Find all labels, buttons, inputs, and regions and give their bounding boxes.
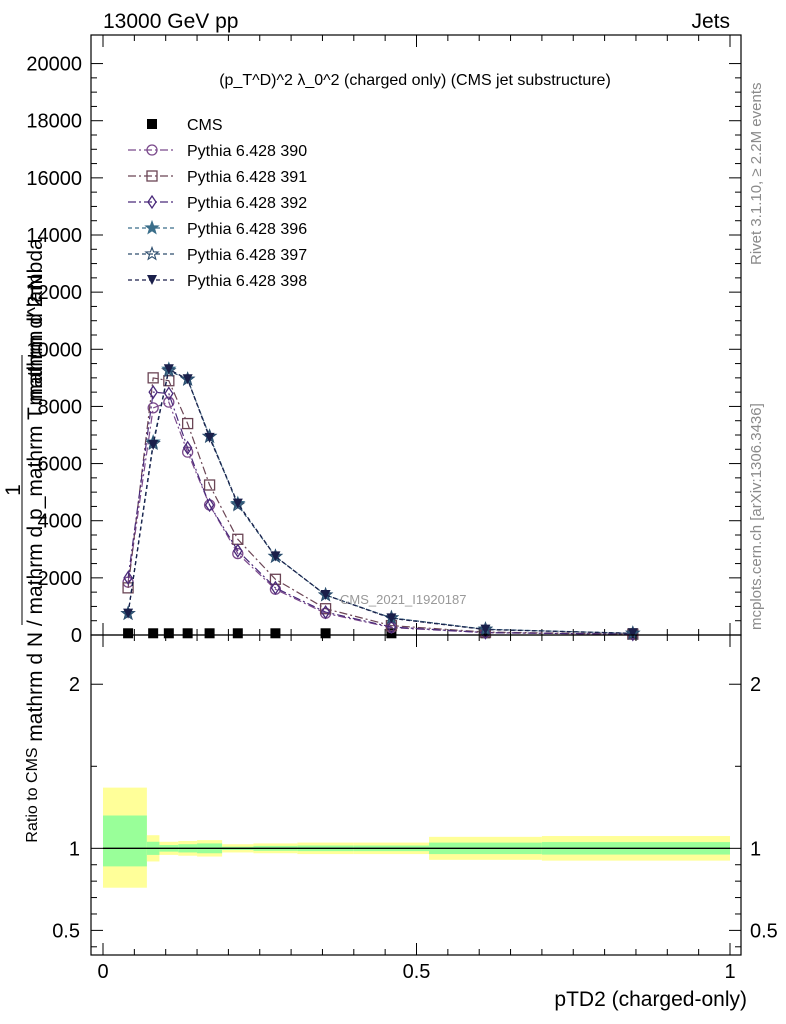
data-point: [123, 608, 134, 619]
data-point: [181, 417, 194, 430]
main-series-group: [120, 361, 641, 642]
data-point: [204, 497, 215, 513]
data-point: [163, 364, 174, 375]
data-point: [163, 375, 175, 387]
data-point: [270, 551, 281, 562]
data-point: [147, 402, 159, 414]
data-point: [233, 543, 243, 558]
ratio-y-tick-label: 2: [69, 674, 80, 696]
data-point: [144, 219, 160, 235]
series-pythia-6-428-392: [123, 384, 638, 642]
data-point: [163, 396, 175, 408]
x-tick-label: 1: [724, 961, 735, 983]
data-point: [232, 547, 244, 560]
data-point: [203, 479, 216, 491]
data-point: [123, 628, 134, 639]
data-point: [320, 590, 331, 600]
y-tick-label: 14000: [26, 225, 82, 247]
series-line: [127, 368, 633, 634]
data-point: [386, 613, 397, 624]
data-point: [232, 628, 243, 639]
data-point: [146, 144, 158, 156]
rivet-label: Rivet 3.1.10, ≥ 2.2M events: [748, 83, 765, 266]
main-title: (p_T^D)^2 λ_0^2 (charged only) (CMS jet …: [219, 72, 611, 89]
data-point: [148, 384, 158, 400]
ratio-plot-frame: [90, 634, 742, 956]
data-point: [269, 573, 282, 585]
ratio-y-tick-label: 1: [69, 838, 80, 860]
uncertainty-band-inner: [103, 815, 147, 867]
data-point: [320, 628, 331, 639]
legend-label: Pythia 6.428 391: [187, 169, 307, 186]
data-point: [148, 440, 159, 450]
data-point: [182, 628, 193, 639]
data-point: [270, 628, 281, 639]
legend-label: Pythia 6.428 390: [187, 143, 307, 160]
data-point: [320, 604, 331, 620]
data-point: [386, 619, 397, 635]
y-axis-label-top: mathrm d^2 N: [24, 274, 47, 405]
data-point: [148, 628, 159, 639]
data-point: [232, 498, 243, 509]
header-left: 13000 GeV pp: [103, 10, 238, 33]
y-tick-label: 16000: [26, 168, 82, 190]
series-line: [127, 391, 633, 635]
legend-label: Pythia 6.428 398: [187, 273, 307, 290]
data-point: [204, 628, 215, 639]
y-tick-label: 0: [71, 625, 82, 647]
ratio-y-tick-label: 0.5: [52, 920, 80, 942]
legend-label: Pythia 6.428 392: [187, 195, 307, 212]
ratio-bands: [103, 787, 730, 888]
ratio-axis-ticks: 0.5 0.5 1 1 2 2 0 0.5 1: [52, 635, 778, 983]
x-tick-label: 0.5: [403, 961, 431, 983]
y-tick-label: 10000: [26, 339, 82, 361]
data-point: [270, 580, 281, 596]
data-point: [204, 432, 215, 443]
data-point: [147, 194, 157, 210]
y-tick-label: 6000: [38, 454, 83, 476]
main-plot-panel: 0 2000 4000 6000 8000 10000 12000 14000 16000 180…: [2, 34, 742, 742]
ratio-y-tick-label-right: 0.5: [750, 920, 778, 942]
legend-label: Pythia 6.428 396: [187, 221, 307, 238]
y-tick-label: 20000: [26, 54, 82, 76]
legend-label: CMS: [187, 117, 223, 134]
data-point: [123, 570, 133, 586]
series-line: [127, 377, 633, 635]
data-point: [182, 440, 193, 456]
header-right: Jets: [691, 10, 730, 33]
ratio-y-tick-label-right: 2: [750, 674, 761, 696]
series-pythia-6-428-398: [123, 364, 638, 639]
x-axis-label: pTD2 (charged-only): [554, 988, 747, 1011]
data-point: [164, 386, 174, 401]
ratio-y-tick-label-right: 1: [750, 838, 761, 860]
legend-label: Pythia 6.428 397: [187, 247, 307, 264]
legend: CMS Pythia 6.428 390 Pythia 6.428 391 Pythi…: [128, 117, 307, 290]
ratio-y-label: Ratio to CMS: [24, 747, 41, 842]
y-tick-label: 8000: [38, 396, 83, 418]
y-tick-label: 18000: [26, 111, 82, 133]
mcplots-label: mcplots.cern.ch [arXiv:1306.3436]: [748, 403, 765, 630]
data-point: [147, 372, 159, 384]
y-tick-label: 4000: [38, 511, 83, 533]
data-point: [147, 119, 157, 129]
y-axis-label-num: 1: [2, 484, 25, 496]
y-tick-label: 2000: [38, 568, 83, 590]
y-axis-label-den: mathrm d N / mathrm d p_mathrm T mathrm …: [24, 238, 47, 742]
data-point: [146, 170, 158, 182]
data-point: [627, 628, 638, 639]
data-point: [163, 628, 174, 639]
x-tick-label: 0: [97, 961, 108, 983]
data-point: [319, 603, 332, 615]
data-point: [144, 245, 160, 261]
data-point: [147, 275, 157, 285]
data-point: [480, 624, 491, 635]
y-tick-label: 12000: [26, 282, 82, 304]
main-axis-ticks: 0 2000 4000 6000 8000 10000 12000 14000 16000 180…: [26, 35, 741, 647]
data-point: [182, 374, 193, 385]
ratio-plot-panel: 0.5 0.5 1 1 2 2 0 0.5 1 Ratio to CMS pTD2 (charg…: [24, 634, 778, 1011]
analysis-watermark: CMS_2021_I1920187: [340, 592, 467, 607]
